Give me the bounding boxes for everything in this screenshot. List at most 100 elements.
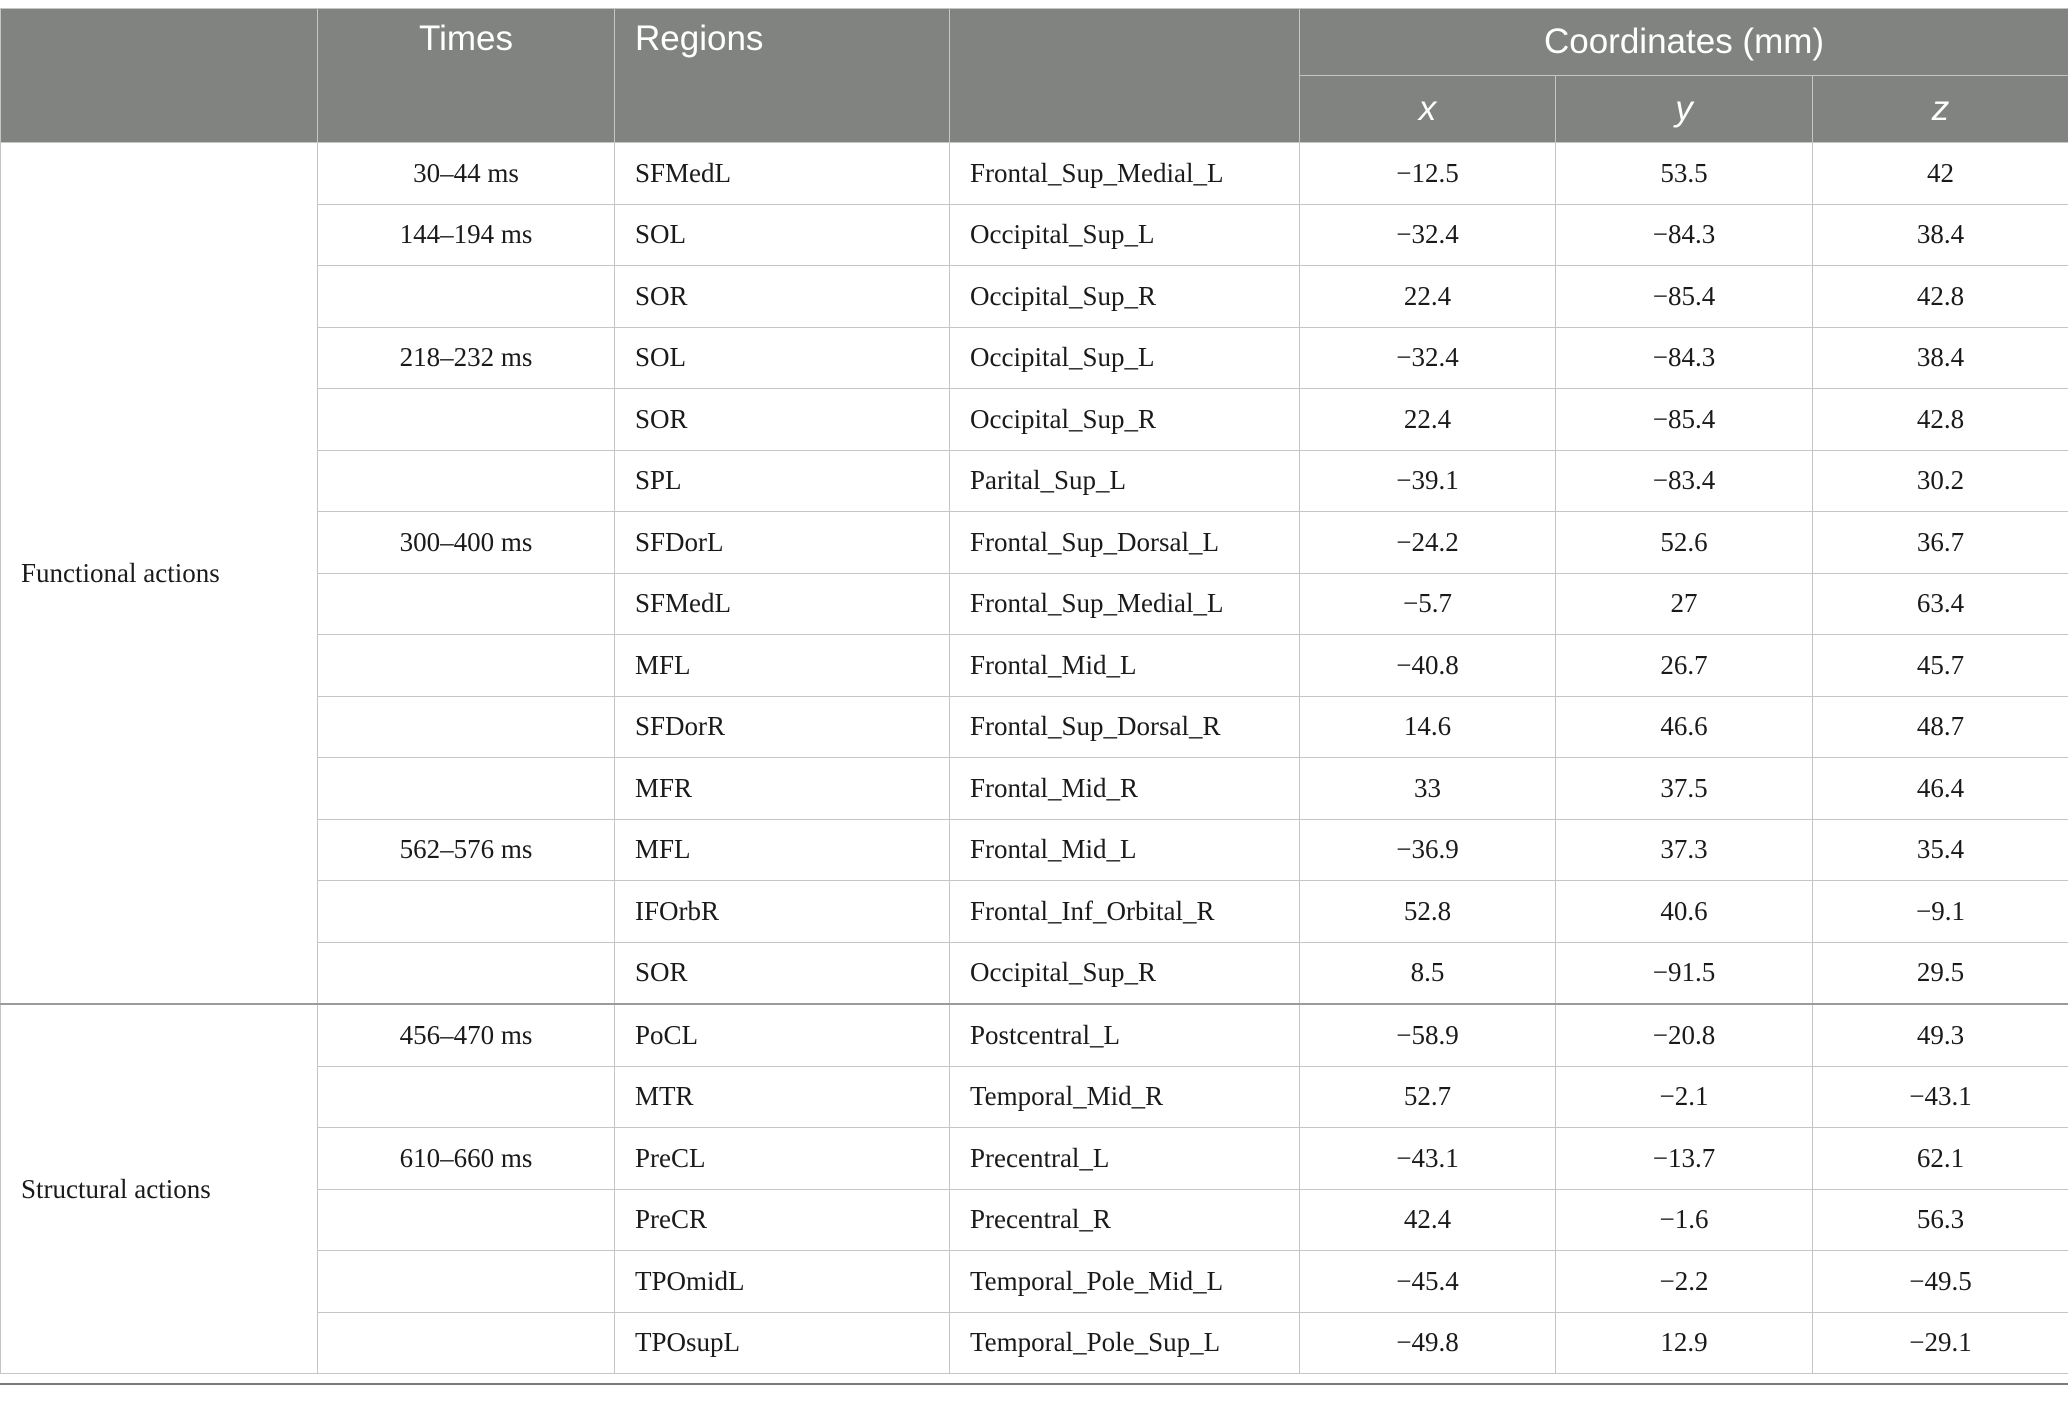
- z-coordinate-cell: 42.8: [1811, 265, 2068, 328]
- aal-label-cell: Temporal_Pole_Sup_L: [949, 1311, 1300, 1374]
- y-coordinate-cell: −85.4: [1555, 265, 1813, 328]
- time-cell: 218–232 ms: [317, 326, 615, 389]
- region-cell: PreCL: [614, 1127, 950, 1190]
- time-cell: [317, 1065, 615, 1128]
- y-coordinate-cell: −84.3: [1555, 326, 1813, 389]
- region-cell: MTR: [614, 1065, 950, 1128]
- z-coordinate-cell: 38.4: [1811, 203, 2068, 266]
- x-coordinate-cell: −24.2: [1299, 511, 1556, 574]
- time-cell: [317, 572, 615, 635]
- x-coordinate-cell: 22.4: [1299, 388, 1556, 451]
- x-coordinate-cell: −39.1: [1299, 449, 1556, 512]
- time-cell: [317, 265, 615, 328]
- region-cell: IFOrbR: [614, 880, 950, 943]
- region-cell: SFMedL: [614, 142, 950, 205]
- z-coordinate-cell: 62.1: [1811, 1127, 2068, 1190]
- x-coordinate-cell: 52.7: [1299, 1065, 1556, 1128]
- z-coordinate-cell: −49.5: [1811, 1250, 2068, 1313]
- aal-label-cell: Precentral_R: [949, 1188, 1300, 1251]
- table-row: 610–660 ms PreCL Precentral_L −43.1 −13.7 62.…: [1, 1127, 2068, 1190]
- y-coordinate-cell: −2.1: [1555, 1065, 1813, 1128]
- time-cell: 610–660 ms: [317, 1127, 615, 1190]
- aal-label-cell: Occipital_Sup_R: [949, 265, 1300, 328]
- header-row-1: Times Regions Coordinates (mm): [0, 8, 2068, 143]
- z-coordinate-cell: 49.3: [1811, 1003, 2068, 1067]
- x-coordinate-cell: 8.5: [1299, 941, 1556, 1005]
- y-coordinate-cell: 12.9: [1555, 1311, 1813, 1374]
- y-coordinate-cell: −84.3: [1555, 203, 1813, 266]
- z-coordinate-cell: 48.7: [1811, 695, 2068, 758]
- aal-label-cell: Frontal_Mid_L: [949, 818, 1300, 881]
- z-coordinate-cell: −43.1: [1811, 1065, 2068, 1128]
- region-cell: SOR: [614, 941, 950, 1005]
- aal-label-cell: Frontal_Inf_Orbital_R: [949, 880, 1300, 943]
- table-row: Structural actions 456–470 ms PoCL Postcent…: [0, 1003, 2068, 1374]
- time-cell: [317, 634, 615, 697]
- coordinates-table: Times Regions Coordinates (mm) x y z Fun…: [0, 8, 2068, 1374]
- y-coordinate-cell: −85.4: [1555, 388, 1813, 451]
- header-times: Times: [317, 8, 615, 143]
- header-coordinates: Coordinates (mm): [1298, 8, 2068, 76]
- z-coordinate-cell: 30.2: [1811, 449, 2068, 512]
- x-coordinate-cell: 22.4: [1299, 265, 1556, 328]
- y-coordinate-cell: −91.5: [1555, 941, 1813, 1005]
- time-cell: [317, 388, 615, 451]
- time-cell: [317, 880, 615, 943]
- table-row: TPOsupL Temporal_Pole_Sup_L −49.8 12.9 −29.1: [1, 1311, 2068, 1374]
- region-cell: MFL: [614, 818, 950, 881]
- time-cell: [317, 1250, 615, 1313]
- y-coordinate-cell: 27: [1555, 572, 1813, 635]
- table-row: 562–576 ms MFL Frontal_Mid_L −36.9 37.3 35.4: [1, 818, 2068, 881]
- region-cell: TPOsupL: [614, 1311, 950, 1374]
- time-cell: 456–470 ms: [317, 1003, 615, 1067]
- x-coordinate-cell: 33: [1299, 757, 1556, 820]
- z-coordinate-cell: −9.1: [1811, 880, 2068, 943]
- aal-label-cell: Precentral_L: [949, 1127, 1300, 1190]
- y-coordinate-cell: −1.6: [1555, 1188, 1813, 1251]
- aal-label-cell: Frontal_Sup_Dorsal_R: [949, 695, 1300, 758]
- y-coordinate-cell: −2.2: [1555, 1250, 1813, 1313]
- y-coordinate-cell: −20.8: [1555, 1003, 1813, 1067]
- table-row: PreCR Precentral_R 42.4 −1.6 56.3: [1, 1188, 2068, 1251]
- group-label: Structural actions: [0, 1003, 318, 1374]
- region-cell: PoCL: [614, 1003, 950, 1067]
- z-coordinate-cell: 29.5: [1811, 941, 2068, 1005]
- aal-label-cell: Frontal_Sup_Medial_L: [949, 142, 1300, 205]
- header-regions: Regions: [614, 8, 950, 143]
- z-coordinate-cell: 45.7: [1811, 634, 2068, 697]
- region-cell: TPOmidL: [614, 1250, 950, 1313]
- aal-label-cell: Parital_Sup_L: [949, 449, 1300, 512]
- table-row: 300–400 ms SFDorL Frontal_Sup_Dorsal_L −24.…: [1, 511, 2068, 574]
- time-cell: [317, 695, 615, 758]
- time-cell: 300–400 ms: [317, 511, 615, 574]
- table-row: SOR Occipital_Sup_R 22.4 −85.4 42.8: [1, 388, 2068, 451]
- y-coordinate-cell: −83.4: [1555, 449, 1813, 512]
- z-coordinate-cell: 63.4: [1811, 572, 2068, 635]
- aal-label-cell: Occipital_Sup_L: [949, 203, 1300, 266]
- table-row: TPOmidL Temporal_Pole_Mid_L −45.4 −2.2 −49.5: [1, 1250, 2068, 1313]
- header-y: y: [1555, 75, 1813, 143]
- y-coordinate-cell: 52.6: [1555, 511, 1813, 574]
- table-row: Functional actions 30–44 ms SFMedL Frontal_…: [0, 142, 2068, 1005]
- time-cell: [317, 1311, 615, 1374]
- header-aal: [949, 8, 1300, 143]
- aal-label-cell: Frontal_Mid_R: [949, 757, 1300, 820]
- group-label: Functional actions: [0, 142, 318, 1005]
- region-cell: SFDorL: [614, 511, 950, 574]
- x-coordinate-cell: −32.4: [1299, 203, 1556, 266]
- aal-label-cell: Frontal_Sup_Medial_L: [949, 572, 1300, 635]
- region-cell: SOR: [614, 265, 950, 328]
- y-coordinate-cell: 37.3: [1555, 818, 1813, 881]
- region-cell: SOL: [614, 326, 950, 389]
- z-coordinate-cell: 42: [1811, 142, 2068, 205]
- time-cell: 144–194 ms: [317, 203, 615, 266]
- time-cell: [317, 1188, 615, 1251]
- z-coordinate-cell: −29.1: [1811, 1311, 2068, 1374]
- table-row: 144–194 ms SOL Occipital_Sup_L −32.4 −84.3 38…: [1, 203, 2068, 266]
- x-coordinate-cell: −12.5: [1299, 142, 1556, 205]
- x-coordinate-cell: −49.8: [1299, 1311, 1556, 1374]
- header-z: z: [1811, 75, 2068, 143]
- x-coordinate-cell: −5.7: [1299, 572, 1556, 635]
- time-cell: 562–576 ms: [317, 818, 615, 881]
- table-body: Functional actions 30–44 ms SFMedL Frontal_…: [0, 142, 2068, 1374]
